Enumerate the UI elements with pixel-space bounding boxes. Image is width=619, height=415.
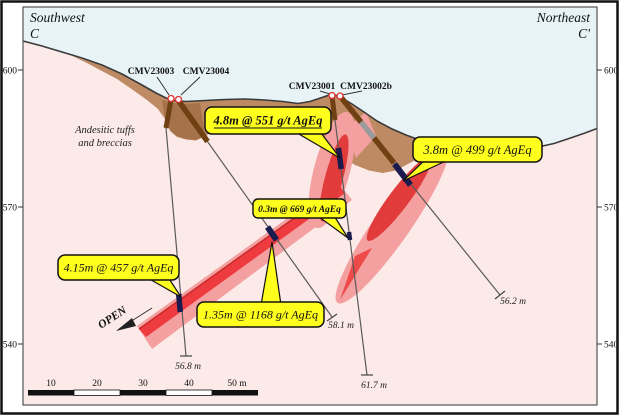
open-arrowhead: [116, 318, 136, 331]
callout-4p8m-box: [204, 106, 332, 135]
scale-seg-5: [212, 390, 258, 396]
scale-label-20: 20: [92, 379, 102, 389]
left-axis-540: 540: [3, 341, 18, 351]
eoh-depth-cmv23004: 58.1 m: [328, 321, 354, 331]
scale-seg-4: [165, 389, 213, 396]
plot-frame: [22, 6, 598, 406]
vein-lens-b-top-salmon: [346, 112, 376, 158]
eoh-tick-cmv23002b: [494, 290, 506, 300]
drill-casing-cmv23004: [175, 98, 210, 144]
hole-label-cmv23002b: CMV23002b: [340, 82, 392, 92]
callout-4p15m: 4.15m @ 457 g/t AgEq: [57, 254, 182, 298]
callout-0p3m-text: 0.3m @ 669 g/t AgEq: [258, 205, 341, 215]
unit-label-line2: and breccias: [78, 138, 132, 149]
drill-casing-cmv23003: [163, 99, 174, 129]
callout-1p35m: 1.35m @ 1168 g/t AgEq: [196, 241, 325, 328]
tuff-dark-wedge: [162, 100, 205, 140]
hole-label-cmv23003: CMV23003: [128, 67, 175, 77]
vein-band-core: [139, 185, 345, 337]
collar-marker-cmv23001: [328, 91, 336, 100]
drill-casing-cmv23002b-lower: [371, 136, 397, 165]
hole-label-cmv23001: CMV23001: [289, 82, 336, 92]
collar-marker-cmv23002b: [336, 92, 344, 100]
collar-pointer-cmv23002b: [341, 90, 363, 96]
open-arrow-line: [129, 307, 153, 323]
right-axis-540: 540: [604, 341, 619, 351]
scale-label-40: 40: [184, 379, 194, 389]
callout-4p8m-text: 4.8m @ 551 g/t AgEq: [213, 114, 323, 128]
section-line-ne: C': [578, 26, 591, 41]
right-axis-600: 600: [604, 67, 619, 77]
callout-3p8m: 3.8m @ 499 g/t AgEq: [402, 136, 543, 182]
vein-lens-b-core: [366, 157, 432, 241]
callout-3p8m-box: [412, 136, 543, 163]
callout-0p3m-box: [252, 198, 347, 219]
eoh-tick-cmv23004: [326, 313, 338, 322]
intercept-0p3m-cmv23001: [346, 231, 353, 241]
eoh-depth-cmv23001: 61.7 m: [361, 381, 387, 391]
unit-label-line1: Andesitic tuffs: [74, 125, 135, 136]
callout-4p15m-text: 4.15m @ 457 g/t AgEq: [64, 261, 174, 275]
drill-gray-segment-cmv23002b: [358, 120, 377, 140]
left-axis-600: 600: [3, 67, 18, 77]
scale-label-50: 50 m: [227, 379, 247, 389]
callout-4p15m-box: [57, 254, 180, 281]
collar-pointer-cmv23003: [156, 76, 170, 96]
eoh-depth-cmv23003: 56.8 m: [175, 362, 201, 372]
right-axis-570: 570: [604, 204, 619, 214]
callout-1p35m-text: 1.35m @ 1168 g/t AgEq: [203, 308, 318, 322]
intercept-3p8m-cmv23002b: [392, 162, 413, 187]
intercept-1p35m-cmv23004: [265, 225, 279, 242]
collar-pointer-cmv23001: [319, 90, 331, 95]
vein-lens-b-sliver: [340, 248, 372, 300]
hole-label-cmv23004: CMV23004: [183, 67, 230, 77]
scale-bar: 10 20 30 40 50 m: [28, 379, 258, 396]
collar-marker-cmv23004: [174, 95, 183, 104]
scale-label-10: 10: [46, 379, 56, 389]
callout-1p35m-box: [196, 301, 325, 328]
section-title-ne: Northeast: [536, 10, 592, 25]
collar-marker-cmv23003: [167, 94, 175, 103]
eoh-depth-cmv23002b: 56.2 m: [500, 297, 526, 307]
intercept-4p8m-cmv23001: [335, 147, 344, 170]
section-title-sw: Southwest: [30, 10, 86, 25]
left-axis-570: 570: [3, 204, 18, 214]
scale-seg-3: [120, 390, 166, 396]
callout-3p8m-text: 3.8m @ 499 g/t AgEq: [422, 143, 531, 157]
section-line-sw: C: [30, 26, 40, 41]
callout-0p3m: 0.3m @ 669 g/t AgEq: [252, 198, 349, 239]
vein-lens-b-salmon: [335, 146, 449, 304]
scale-seg-2: [73, 389, 121, 396]
scale-seg-1: [28, 390, 74, 396]
drill-casing-cmv23001: [329, 95, 338, 121]
drill-casing-cmv23002b-upper: [337, 94, 364, 124]
collar-pointer-cmv23004: [180, 76, 201, 96]
scale-label-30: 30: [138, 379, 148, 389]
callout-4p8m: 4.8m @ 551 g/t AgEq: [204, 106, 341, 159]
intercept-4p15m-cmv23003: [175, 293, 184, 313]
